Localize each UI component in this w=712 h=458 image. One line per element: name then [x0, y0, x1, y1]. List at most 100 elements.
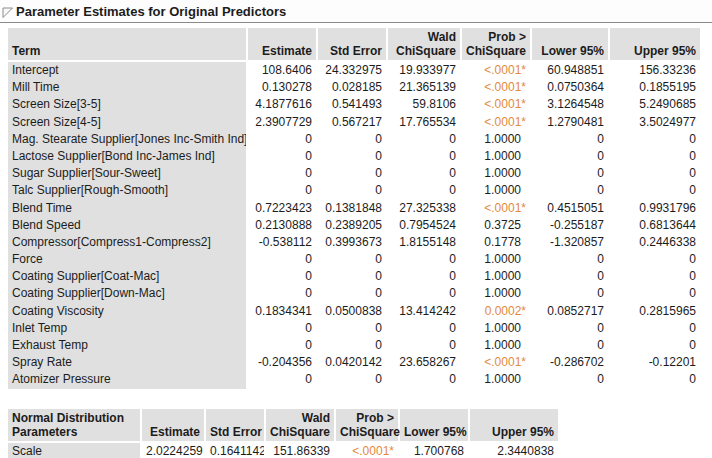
table-row: Coating Supplier[Down-Mac]0001.000000: [8, 285, 712, 302]
cell-std-error: 0.1381848: [318, 200, 386, 217]
cell-estimate: 0: [248, 182, 316, 199]
cell-term: Coating Supplier[Coat-Mac]: [8, 268, 246, 285]
table-row: Screen Size[4-5]2.39077290.56721717.7655…: [8, 114, 712, 131]
cell-prob: 1.0000: [462, 371, 530, 388]
cell-prob: 1.0000: [462, 165, 530, 182]
header-line2: Parameters: [12, 425, 136, 439]
cell-wald: 23.658267: [388, 354, 460, 371]
cell-wald: 13.414242: [388, 303, 460, 320]
header-line2: Std Error: [322, 44, 382, 58]
cell-estimate: 0: [248, 285, 316, 302]
cell-estimate: 0: [248, 131, 316, 148]
cell-std-error: 0.2389205: [318, 217, 386, 234]
cell-prob: 1.0000: [462, 285, 530, 302]
cell-wald: 0: [388, 165, 460, 182]
cell-prob: <.0001*: [462, 79, 530, 96]
cell-term: Coating Supplier[Down-Mac]: [8, 285, 246, 302]
cell-prob: 1.0000: [462, 251, 530, 268]
cell-upper: 0.6813644: [610, 217, 700, 234]
cell-upper: 0.9931796: [610, 200, 700, 217]
cell-estimate: -0.204356: [248, 354, 316, 371]
cell-lower: 1.700768: [400, 443, 468, 458]
table-row: Lactose Supplier[Bond Inc-James Ind]0001…: [8, 148, 712, 165]
table-row: Coating Supplier[Coat-Mac]0001.000000: [8, 268, 712, 285]
cell-term: Force: [8, 251, 246, 268]
col-header-std-error: Std Error: [318, 28, 386, 60]
header-line1: [404, 411, 464, 425]
cell-lower: 3.1264548: [532, 96, 608, 113]
cell-upper: 3.5024977: [610, 114, 700, 131]
table-row: Exhaust Temp0001.000000: [8, 337, 712, 354]
cell-prob: <.0001*: [462, 114, 530, 131]
table-gap: [8, 389, 712, 404]
col-header-prob-chisquare: Prob > ChiSquare: [336, 409, 398, 441]
cell-wald: 59.8106: [388, 96, 460, 113]
col-header-lower-95: Lower 95%: [400, 409, 468, 441]
header-line1: [614, 30, 696, 44]
cell-term: Mill Time: [8, 79, 246, 96]
cell-prob: 0.0002*: [462, 303, 530, 320]
cell-wald: 0: [388, 148, 460, 165]
cell-std-error: 0.028185: [318, 79, 386, 96]
cell-lower: 0: [532, 320, 608, 337]
cell-estimate: 0.2130888: [248, 217, 316, 234]
cell-prob: 1.0000: [462, 131, 530, 148]
header-line2: Std Error: [210, 425, 260, 439]
cell-lower: 0: [532, 371, 608, 388]
header-line1: Wald: [270, 411, 330, 425]
cell-std-error: 0: [318, 251, 386, 268]
cell-prob: <.0001*: [462, 62, 530, 79]
cell-std-error: 0: [318, 285, 386, 302]
cell-upper: -0.12201: [610, 354, 700, 371]
col-header-std-error: Std Error: [206, 409, 264, 441]
cell-wald: 0: [388, 268, 460, 285]
col-header-upper-95: Upper 95%: [470, 409, 558, 441]
cell-estimate: 0: [248, 320, 316, 337]
header-line2: ChiSquare: [340, 425, 394, 439]
cell-upper: 0: [610, 371, 700, 388]
cell-estimate: 0: [248, 148, 316, 165]
cell-std-error: 0: [318, 165, 386, 182]
cell-term: Talc Supplier[Rough-Smooth]: [8, 182, 246, 199]
table-row: Atomizer Pressure0001.000000: [8, 371, 712, 388]
scale-table-body: Scale2.02242590.1641142151.86339<.0001*1…: [8, 443, 712, 458]
cell-wald: 0: [388, 131, 460, 148]
header-line2: ChiSquare: [270, 425, 330, 439]
cell-prob: 1.0000: [462, 268, 530, 285]
page-title: Parameter Estimates for Original Predict…: [16, 4, 286, 19]
header-line1: [12, 30, 242, 44]
header-line2: Estimate: [252, 44, 312, 58]
col-header-wald-chisquare: Wald ChiSquare: [388, 28, 460, 60]
cell-upper: 0: [610, 320, 700, 337]
cell-estimate: 4.1877616: [248, 96, 316, 113]
col-header-upper-95: Upper 95%: [610, 28, 700, 60]
cell-prob: 0.3725: [462, 217, 530, 234]
cell-lower: 0: [532, 285, 608, 302]
disclosure-triangle-icon[interactable]: [1, 5, 14, 18]
cell-std-error: 0: [318, 337, 386, 354]
cell-lower: -1.320857: [532, 234, 608, 251]
cell-lower: 60.948851: [532, 62, 608, 79]
cell-lower: -0.255187: [532, 217, 608, 234]
cell-lower: 0: [532, 182, 608, 199]
cell-upper: 0.1855195: [610, 79, 700, 96]
cell-estimate: 0: [248, 251, 316, 268]
cell-std-error: 0.1641142: [206, 443, 264, 458]
cell-wald: 27.325338: [388, 200, 460, 217]
cell-prob: <.0001*: [462, 354, 530, 371]
col-header-lower-95: Lower 95%: [532, 28, 608, 60]
cell-upper: 156.33236: [610, 62, 700, 79]
main-table-body: Intercept108.640624.33297519.933977<.000…: [8, 62, 712, 389]
col-header-prob-chisquare: Prob > ChiSquare: [462, 28, 530, 60]
col-header-estimate: Estimate: [142, 409, 204, 441]
cell-wald: 0: [388, 320, 460, 337]
header-line1: [146, 411, 200, 425]
parameter-estimates-table: Term Estimate Std Error Wald ChiSquare P…: [8, 28, 712, 389]
table-row: Screen Size[3-5]4.18776160.54149359.8106…: [8, 96, 712, 113]
cell-std-error: 0.541493: [318, 96, 386, 113]
cell-wald: 19.933977: [388, 62, 460, 79]
header-line1: [322, 30, 382, 44]
cell-lower: 0.0852717: [532, 303, 608, 320]
header-line2: ChiSquare: [466, 44, 526, 58]
cell-std-error: 24.332975: [318, 62, 386, 79]
